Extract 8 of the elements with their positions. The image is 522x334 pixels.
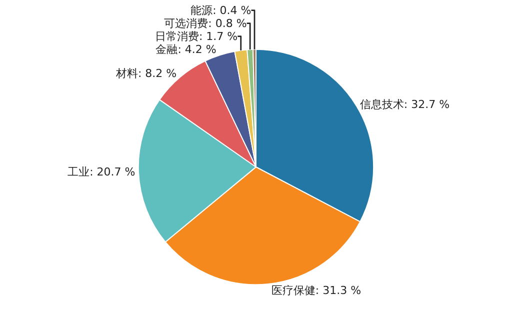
slice-label: 材料: 8.2 % [114, 67, 177, 80]
slice-label: 金融: 4.2 % [156, 42, 216, 56]
slice-label: 信息技术: 32.7 % [360, 98, 450, 111]
slice-label: 能源: 0.4 % [190, 4, 252, 17]
slice-label: 工业: 20.7 % [68, 165, 136, 178]
slice-label: 可选消费: 0.8 % [164, 16, 247, 30]
slice-label: 医疗保健: 31.3 % [271, 284, 362, 297]
slice-label: 日常消费: 1.7 % [154, 30, 238, 43]
